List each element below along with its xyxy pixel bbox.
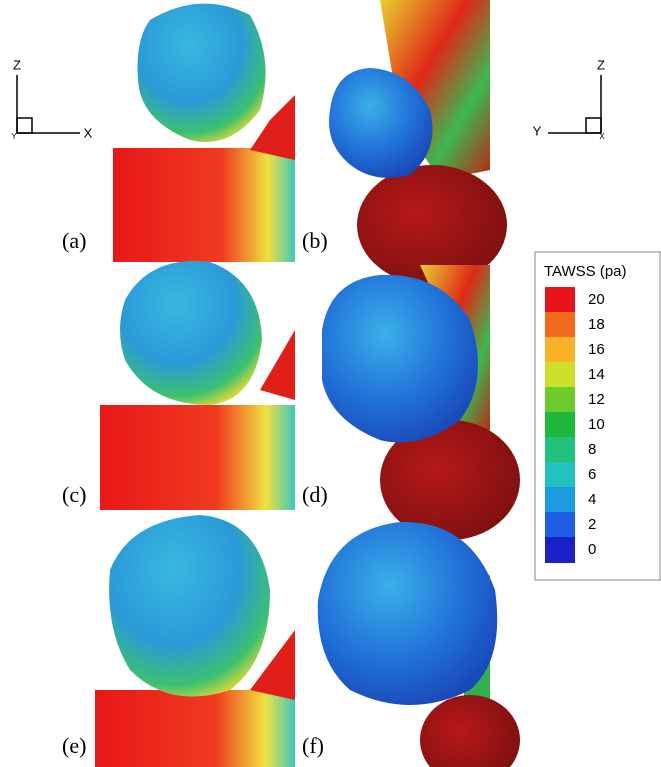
axis-label: X (84, 125, 93, 140)
render-a (113, 3, 295, 262)
legend-tick-label: 12 (588, 391, 605, 408)
legend-swatch (545, 312, 575, 338)
axis-triad-right (548, 75, 602, 134)
axis-label: Z (597, 57, 605, 72)
render-c (100, 261, 295, 510)
legend-title: TAWSS (pa) (544, 263, 627, 280)
legend-tick-label: 16 (588, 341, 605, 358)
legend-tick-label: 20 (588, 291, 605, 308)
render-f (317, 521, 520, 767)
axis-label: Z (13, 57, 21, 72)
panel-label: (e) (62, 733, 86, 758)
panel-label: (d) (302, 482, 328, 507)
legend-tick-label: 18 (588, 316, 605, 333)
legend-swatch (545, 362, 575, 388)
render-d (322, 265, 520, 540)
legend-swatch (545, 512, 575, 538)
legend-tick-label: 0 (588, 541, 596, 558)
legend-swatch (545, 487, 575, 513)
axis-label: Y (11, 132, 17, 141)
legend-swatch (545, 437, 575, 463)
legend-tick-label: 6 (588, 466, 596, 483)
legend-swatch (545, 412, 575, 438)
legend-swatch (545, 337, 575, 363)
legend-swatch (545, 287, 575, 313)
legend-swatch (545, 537, 575, 563)
axis-label: X (599, 132, 605, 141)
render-e (95, 515, 295, 767)
legend-swatch (545, 387, 575, 413)
legend-tick-label: 8 (588, 441, 596, 458)
legend-tick-label: 2 (588, 516, 596, 533)
legend-tick-label: 10 (588, 416, 605, 433)
render-b (329, 0, 507, 285)
panel-label: (a) (62, 228, 86, 253)
legend-tick-label: 4 (588, 491, 596, 508)
panel-label: (f) (302, 733, 324, 758)
legend-swatch (545, 462, 575, 488)
panel-label: (c) (62, 482, 86, 507)
panel-label: (b) (302, 228, 328, 253)
axis-triad-left (16, 75, 80, 134)
axis-label: Y (533, 123, 542, 138)
legend-tick-label: 14 (588, 366, 605, 383)
